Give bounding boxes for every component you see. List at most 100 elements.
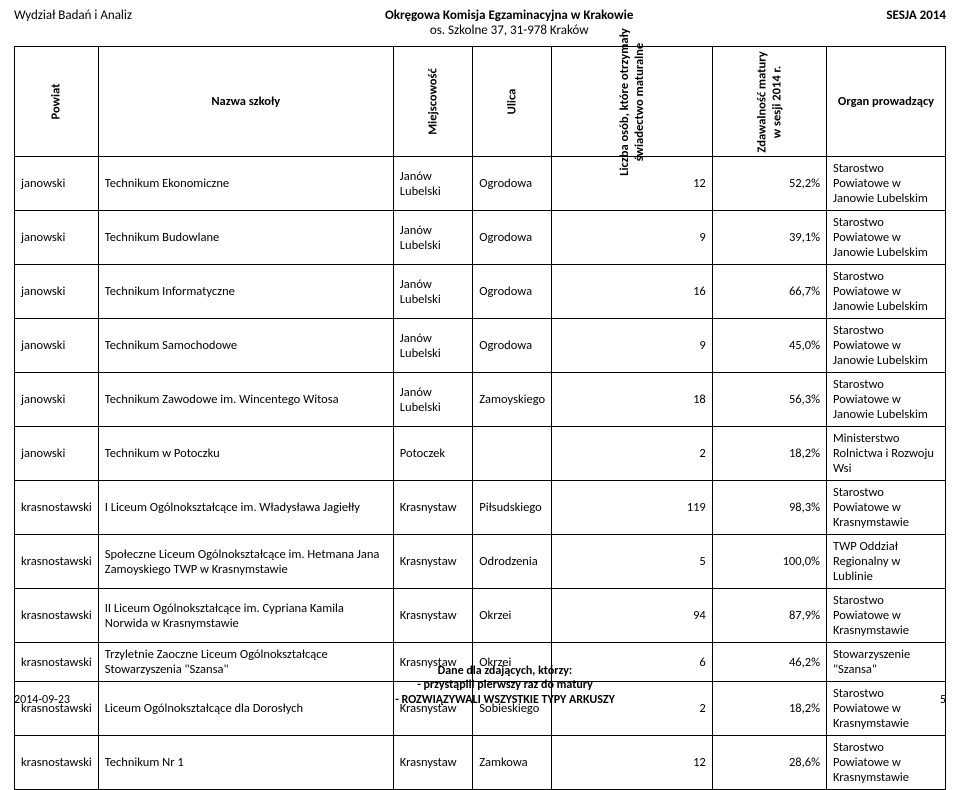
cell-ulica: Zamkowa	[473, 736, 552, 790]
cell-liczba: 94	[552, 589, 713, 643]
cell-ulica: Odrodzenia	[473, 535, 552, 589]
cell-powiat: janowski	[15, 265, 99, 319]
cell-miejscowosc: Krasnystaw	[393, 589, 472, 643]
table-row: janowskiTechnikum EkonomiczneJanów Lubel…	[15, 157, 946, 211]
footer-date: 2014-09-23	[14, 693, 70, 707]
cell-zdawalnosc: 18,2%	[712, 427, 826, 481]
cell-liczba: 2	[552, 427, 713, 481]
table-row: krasnostawskiTechnikum Nr 1KrasnystawZam…	[15, 736, 946, 790]
col-nazwa: Nazwa szkoły	[98, 47, 393, 157]
header-center-line2: os. Szkolne 37, 31-978 Kraków	[430, 23, 589, 38]
header-left: Wydział Badań i Analiz	[14, 8, 132, 23]
cell-powiat: krasnostawski	[15, 589, 99, 643]
table-row: krasnostawskiI Liceum Ogólnokształcące i…	[15, 481, 946, 535]
cell-organ: TWP Oddział Regionalny w Lublinie	[827, 535, 946, 589]
cell-zdawalnosc: 28,6%	[712, 736, 826, 790]
cell-nazwa: II Liceum Ogólnokształcące im. Cypriana …	[98, 589, 393, 643]
cell-powiat: janowski	[15, 319, 99, 373]
footer-line1: Dane dla zdających, którzy:	[70, 664, 940, 678]
col-liczba: Liczba osób, które otrzymałyświadectwo m…	[552, 47, 713, 157]
cell-powiat: krasnostawski	[15, 535, 99, 589]
cell-nazwa: Technikum Samochodowe	[98, 319, 393, 373]
table-row: janowskiTechnikum InformatyczneJanów Lub…	[15, 265, 946, 319]
cell-nazwa: Technikum w Potoczku	[98, 427, 393, 481]
cell-ulica: Ogrodowa	[473, 211, 552, 265]
cell-ulica: Ogrodowa	[473, 265, 552, 319]
cell-zdawalnosc: 98,3%	[712, 481, 826, 535]
header-right: SESJA 2014	[886, 8, 946, 23]
header-center: Okręgowa Komisja Egzaminacyjna w Krakowi…	[132, 8, 886, 38]
footer-page-number: 5	[940, 693, 946, 707]
cell-powiat: janowski	[15, 373, 99, 427]
cell-liczba: 9	[552, 319, 713, 373]
cell-ulica	[473, 427, 552, 481]
cell-nazwa: I Liceum Ogólnokształcące im. Władysława…	[98, 481, 393, 535]
cell-zdawalnosc: 66,7%	[712, 265, 826, 319]
cell-liczba: 12	[552, 736, 713, 790]
cell-nazwa: Technikum Zawodowe im. Wincentego Witosa	[98, 373, 393, 427]
cell-liczba: 16	[552, 265, 713, 319]
cell-powiat: krasnostawski	[15, 481, 99, 535]
cell-liczba: 119	[552, 481, 713, 535]
cell-powiat: janowski	[15, 157, 99, 211]
col-ulica: Ulica	[473, 47, 552, 157]
cell-liczba: 18	[552, 373, 713, 427]
cell-miejscowosc: Janów Lubelski	[393, 265, 472, 319]
table-row: janowskiTechnikum Zawodowe im. Wincenteg…	[15, 373, 946, 427]
cell-nazwa: Technikum Nr 1	[98, 736, 393, 790]
cell-ulica: Zamoyskiego	[473, 373, 552, 427]
cell-organ: Starostwo Powiatowe w Janowie Lubelskim	[827, 265, 946, 319]
cell-organ: Starostwo Powiatowe w Krasnymstawie	[827, 481, 946, 535]
cell-miejscowosc: Potoczek	[393, 427, 472, 481]
cell-zdawalnosc: 45,0%	[712, 319, 826, 373]
col-zdawalnosc: Zdawalność maturyw sesji 2014 r.	[712, 47, 826, 157]
cell-nazwa: Społeczne Liceum Ogólnokształcące im. He…	[98, 535, 393, 589]
cell-organ: Starostwo Powiatowe w Krasnymstawie	[827, 589, 946, 643]
table-row: janowskiTechnikum BudowlaneJanów Lubelsk…	[15, 211, 946, 265]
cell-organ: Starostwo Powiatowe w Janowie Lubelskim	[827, 157, 946, 211]
cell-zdawalnosc: 52,2%	[712, 157, 826, 211]
footer-line3: - ROZWIĄZYWALI WSZYSTKIE TYPY ARKUSZY	[70, 693, 940, 707]
cell-miejscowosc: Janów Lubelski	[393, 211, 472, 265]
cell-miejscowosc: Janów Lubelski	[393, 157, 472, 211]
cell-organ: Starostwo Powiatowe w Janowie Lubelskim	[827, 319, 946, 373]
cell-liczba: 9	[552, 211, 713, 265]
cell-miejscowosc: Janów Lubelski	[393, 373, 472, 427]
header-center-line1: Okręgowa Komisja Egzaminacyjna w Krakowi…	[385, 8, 633, 23]
table-row: krasnostawskiII Liceum Ogólnokształcące …	[15, 589, 946, 643]
cell-powiat: janowski	[15, 211, 99, 265]
cell-powiat: krasnostawski	[15, 736, 99, 790]
cell-ulica: Ogrodowa	[473, 157, 552, 211]
col-powiat: Powiat	[15, 47, 99, 157]
cell-ulica: Ogrodowa	[473, 319, 552, 373]
cell-miejscowosc: Krasnystaw	[393, 736, 472, 790]
cell-organ: Ministerstwo Rolnictwa i Rozwoju Wsi	[827, 427, 946, 481]
cell-ulica: Okrzei	[473, 589, 552, 643]
cell-organ: Starostwo Powiatowe w Janowie Lubelskim	[827, 211, 946, 265]
page-header: Wydział Badań i Analiz Okręgowa Komisja …	[14, 8, 946, 38]
cell-zdawalnosc: 100,0%	[712, 535, 826, 589]
col-miejscowosc: Miejscowość	[393, 47, 472, 157]
page-footer: 2014-09-23 Dane dla zdających, którzy: -…	[14, 664, 946, 707]
cell-liczba: 5	[552, 535, 713, 589]
cell-organ: Starostwo Powiatowe w Krasnymstawie	[827, 736, 946, 790]
cell-miejscowosc: Krasnystaw	[393, 481, 472, 535]
cell-powiat: janowski	[15, 427, 99, 481]
footer-center: Dane dla zdających, którzy: - przystąpil…	[70, 664, 940, 707]
cell-nazwa: Technikum Ekonomiczne	[98, 157, 393, 211]
cell-organ: Starostwo Powiatowe w Janowie Lubelskim	[827, 373, 946, 427]
cell-zdawalnosc: 39,1%	[712, 211, 826, 265]
cell-zdawalnosc: 87,9%	[712, 589, 826, 643]
table-header-row: Powiat Nazwa szkoły Miejscowość Ulica Li…	[15, 47, 946, 157]
footer-line2: - przystąpili pierwszy raz do matury	[70, 678, 940, 692]
cell-nazwa: Technikum Informatyczne	[98, 265, 393, 319]
cell-miejscowosc: Krasnystaw	[393, 535, 472, 589]
table-row: krasnostawskiSpołeczne Liceum Ogólnokszt…	[15, 535, 946, 589]
table-row: janowskiTechnikum SamochodoweJanów Lubel…	[15, 319, 946, 373]
table-row: janowskiTechnikum w PotoczkuPotoczek 218,…	[15, 427, 946, 481]
cell-zdawalnosc: 56,3%	[712, 373, 826, 427]
col-organ: Organ prowadzący	[827, 47, 946, 157]
cell-nazwa: Technikum Budowlane	[98, 211, 393, 265]
cell-ulica: Piłsudskiego	[473, 481, 552, 535]
cell-miejscowosc: Janów Lubelski	[393, 319, 472, 373]
